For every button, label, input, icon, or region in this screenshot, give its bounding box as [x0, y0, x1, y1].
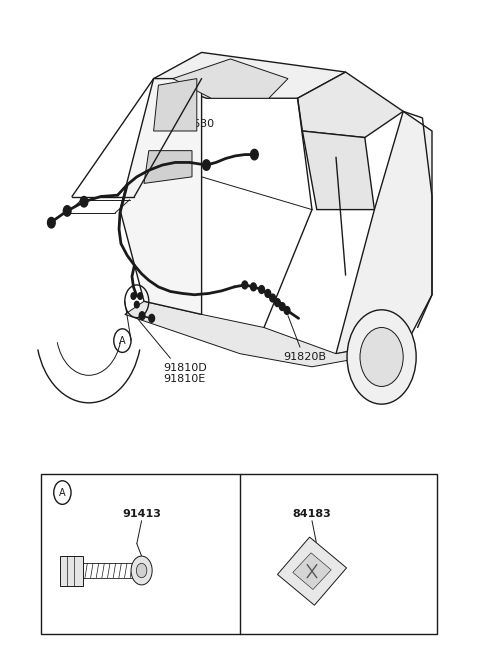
Circle shape: [134, 301, 139, 308]
Text: A: A: [59, 487, 66, 498]
Circle shape: [242, 281, 248, 289]
Circle shape: [131, 556, 152, 585]
Text: 91810E: 91810E: [164, 373, 206, 384]
Circle shape: [251, 149, 258, 160]
Text: 91820B: 91820B: [283, 352, 326, 362]
Text: 91630: 91630: [179, 119, 215, 130]
Circle shape: [136, 563, 147, 578]
Text: 91413: 91413: [122, 509, 161, 519]
Bar: [60, 556, 83, 586]
Polygon shape: [298, 72, 403, 138]
Circle shape: [203, 160, 210, 170]
Circle shape: [80, 196, 88, 207]
Circle shape: [279, 303, 285, 310]
Polygon shape: [277, 537, 347, 605]
Circle shape: [275, 299, 280, 307]
Polygon shape: [336, 111, 432, 354]
Circle shape: [48, 217, 55, 228]
Circle shape: [149, 314, 155, 322]
Circle shape: [347, 310, 416, 404]
Polygon shape: [154, 52, 346, 98]
Polygon shape: [173, 59, 288, 98]
Circle shape: [63, 206, 71, 216]
Circle shape: [259, 286, 264, 293]
Polygon shape: [125, 301, 408, 367]
Circle shape: [139, 312, 145, 320]
Polygon shape: [302, 131, 374, 210]
Circle shape: [251, 283, 256, 291]
Polygon shape: [144, 151, 192, 183]
Text: A: A: [119, 335, 126, 346]
Circle shape: [265, 290, 271, 297]
Text: 84183: 84183: [293, 509, 331, 519]
Circle shape: [284, 307, 290, 314]
Polygon shape: [293, 553, 331, 590]
Bar: [41, 474, 437, 634]
Polygon shape: [120, 79, 202, 314]
Circle shape: [360, 328, 403, 386]
Text: 91810D: 91810D: [163, 363, 207, 373]
Circle shape: [270, 294, 276, 302]
Polygon shape: [154, 79, 197, 131]
Circle shape: [138, 293, 143, 299]
Circle shape: [131, 293, 136, 299]
